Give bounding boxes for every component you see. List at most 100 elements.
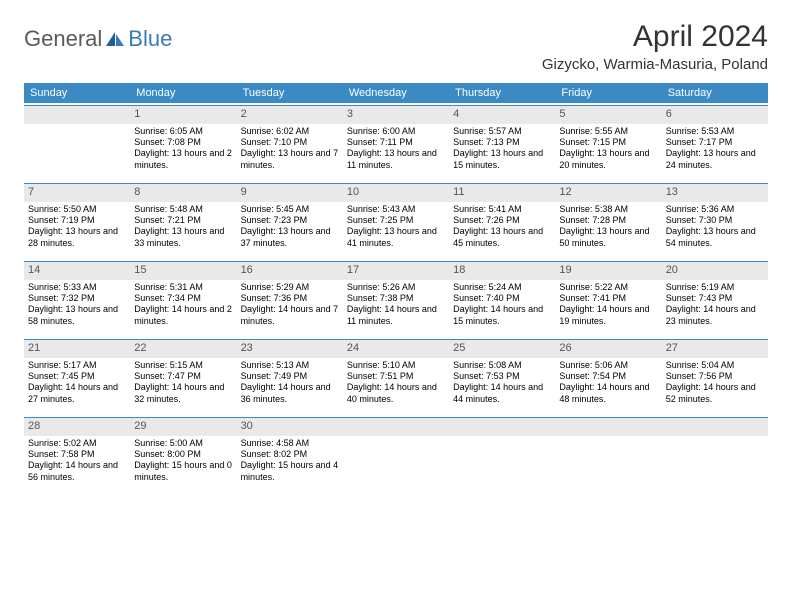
day-cell <box>555 415 661 493</box>
sunrise-text: Sunrise: 5:19 AM <box>666 282 764 293</box>
day-cell: 22Sunrise: 5:15 AMSunset: 7:47 PMDayligh… <box>130 337 236 415</box>
day-cell: 18Sunrise: 5:24 AMSunset: 7:40 PMDayligh… <box>449 259 555 337</box>
sunrise-text: Sunrise: 5:15 AM <box>134 360 232 371</box>
day-number: 22 <box>130 339 236 358</box>
day-cell: 21Sunrise: 5:17 AMSunset: 7:45 PMDayligh… <box>24 337 130 415</box>
sunset-text: Sunset: 7:49 PM <box>241 371 339 382</box>
daylight-text: Daylight: 13 hours and 58 minutes. <box>28 304 126 327</box>
sunrise-text: Sunrise: 5:50 AM <box>28 204 126 215</box>
week-row: 1Sunrise: 6:05 AMSunset: 7:08 PMDaylight… <box>24 103 768 181</box>
day-number: 17 <box>343 261 449 280</box>
daylight-text: Daylight: 13 hours and 41 minutes. <box>347 226 445 249</box>
daylight-text: Daylight: 14 hours and 40 minutes. <box>347 382 445 405</box>
sunset-text: Sunset: 7:41 PM <box>559 293 657 304</box>
daylight-text: Daylight: 13 hours and 24 minutes. <box>666 148 764 171</box>
sunrise-text: Sunrise: 5:48 AM <box>134 204 232 215</box>
daylight-text: Daylight: 13 hours and 2 minutes. <box>134 148 232 171</box>
daylight-text: Daylight: 14 hours and 36 minutes. <box>241 382 339 405</box>
week-row: 7Sunrise: 5:50 AMSunset: 7:19 PMDaylight… <box>24 181 768 259</box>
sunrise-text: Sunrise: 5:17 AM <box>28 360 126 371</box>
day-number: 11 <box>449 183 555 202</box>
sunset-text: Sunset: 7:21 PM <box>134 215 232 226</box>
sunset-text: Sunset: 7:28 PM <box>559 215 657 226</box>
day-cell: 10Sunrise: 5:43 AMSunset: 7:25 PMDayligh… <box>343 181 449 259</box>
day-number: 10 <box>343 183 449 202</box>
day-cell <box>449 415 555 493</box>
day-cell: 24Sunrise: 5:10 AMSunset: 7:51 PMDayligh… <box>343 337 449 415</box>
sunset-text: Sunset: 7:30 PM <box>666 215 764 226</box>
day-cell: 23Sunrise: 5:13 AMSunset: 7:49 PMDayligh… <box>237 337 343 415</box>
day-number <box>343 417 449 436</box>
logo-text-general: General <box>24 26 102 52</box>
month-title: April 2024 <box>542 20 768 54</box>
dow-saturday: Saturday <box>662 83 768 103</box>
day-cell: 7Sunrise: 5:50 AMSunset: 7:19 PMDaylight… <box>24 181 130 259</box>
day-cell <box>24 103 130 181</box>
day-cell: 27Sunrise: 5:04 AMSunset: 7:56 PMDayligh… <box>662 337 768 415</box>
day-number: 23 <box>237 339 343 358</box>
daylight-text: Daylight: 15 hours and 4 minutes. <box>241 460 339 483</box>
day-number: 9 <box>237 183 343 202</box>
sunrise-text: Sunrise: 5:33 AM <box>28 282 126 293</box>
day-number: 30 <box>237 417 343 436</box>
sunrise-text: Sunrise: 5:06 AM <box>559 360 657 371</box>
day-number: 5 <box>555 105 661 124</box>
logo-text-blue: Blue <box>128 26 172 52</box>
day-cell: 3Sunrise: 6:00 AMSunset: 7:11 PMDaylight… <box>343 103 449 181</box>
daylight-text: Daylight: 14 hours and 2 minutes. <box>134 304 232 327</box>
day-number: 6 <box>662 105 768 124</box>
day-cell: 12Sunrise: 5:38 AMSunset: 7:28 PMDayligh… <box>555 181 661 259</box>
day-cell: 17Sunrise: 5:26 AMSunset: 7:38 PMDayligh… <box>343 259 449 337</box>
day-number <box>24 105 130 124</box>
day-cell: 28Sunrise: 5:02 AMSunset: 7:58 PMDayligh… <box>24 415 130 493</box>
day-number: 2 <box>237 105 343 124</box>
day-cell: 19Sunrise: 5:22 AMSunset: 7:41 PMDayligh… <box>555 259 661 337</box>
sunrise-text: Sunrise: 5:41 AM <box>453 204 551 215</box>
sunrise-text: Sunrise: 6:02 AM <box>241 126 339 137</box>
dow-thursday: Thursday <box>449 83 555 103</box>
day-number: 15 <box>130 261 236 280</box>
day-number: 14 <box>24 261 130 280</box>
sunrise-text: Sunrise: 5:45 AM <box>241 204 339 215</box>
sunrise-text: Sunrise: 5:24 AM <box>453 282 551 293</box>
day-cell: 5Sunrise: 5:55 AMSunset: 7:15 PMDaylight… <box>555 103 661 181</box>
dow-sunday: Sunday <box>24 83 130 103</box>
daylight-text: Daylight: 14 hours and 44 minutes. <box>453 382 551 405</box>
day-number: 26 <box>555 339 661 358</box>
daylight-text: Daylight: 14 hours and 27 minutes. <box>28 382 126 405</box>
daylight-text: Daylight: 14 hours and 19 minutes. <box>559 304 657 327</box>
day-of-week-row: Sunday Monday Tuesday Wednesday Thursday… <box>24 83 768 103</box>
sunset-text: Sunset: 7:08 PM <box>134 137 232 148</box>
sunset-text: Sunset: 8:02 PM <box>241 449 339 460</box>
day-cell: 1Sunrise: 6:05 AMSunset: 7:08 PMDaylight… <box>130 103 236 181</box>
daylight-text: Daylight: 13 hours and 33 minutes. <box>134 226 232 249</box>
dow-friday: Friday <box>555 83 661 103</box>
day-cell: 4Sunrise: 5:57 AMSunset: 7:13 PMDaylight… <box>449 103 555 181</box>
daylight-text: Daylight: 13 hours and 50 minutes. <box>559 226 657 249</box>
sunset-text: Sunset: 7:11 PM <box>347 137 445 148</box>
daylight-text: Daylight: 13 hours and 45 minutes. <box>453 226 551 249</box>
day-cell: 2Sunrise: 6:02 AMSunset: 7:10 PMDaylight… <box>237 103 343 181</box>
day-number <box>449 417 555 436</box>
daylight-text: Daylight: 14 hours and 56 minutes. <box>28 460 126 483</box>
sunrise-text: Sunrise: 5:26 AM <box>347 282 445 293</box>
sunrise-text: Sunrise: 5:08 AM <box>453 360 551 371</box>
sunrise-text: Sunrise: 6:00 AM <box>347 126 445 137</box>
title-block: April 2024 Gizycko, Warmia-Masuria, Pola… <box>542 20 768 73</box>
day-number: 7 <box>24 183 130 202</box>
sunrise-text: Sunrise: 5:55 AM <box>559 126 657 137</box>
day-number: 3 <box>343 105 449 124</box>
day-cell <box>662 415 768 493</box>
day-cell: 15Sunrise: 5:31 AMSunset: 7:34 PMDayligh… <box>130 259 236 337</box>
header: General Blue April 2024 Gizycko, Warmia-… <box>24 20 768 73</box>
daylight-text: Daylight: 14 hours and 48 minutes. <box>559 382 657 405</box>
day-cell: 29Sunrise: 5:00 AMSunset: 8:00 PMDayligh… <box>130 415 236 493</box>
day-cell: 11Sunrise: 5:41 AMSunset: 7:26 PMDayligh… <box>449 181 555 259</box>
day-number: 16 <box>237 261 343 280</box>
sunset-text: Sunset: 7:58 PM <box>28 449 126 460</box>
day-number <box>555 417 661 436</box>
day-number: 29 <box>130 417 236 436</box>
sunset-text: Sunset: 7:53 PM <box>453 371 551 382</box>
daylight-text: Daylight: 13 hours and 37 minutes. <box>241 226 339 249</box>
daylight-text: Daylight: 14 hours and 32 minutes. <box>134 382 232 405</box>
